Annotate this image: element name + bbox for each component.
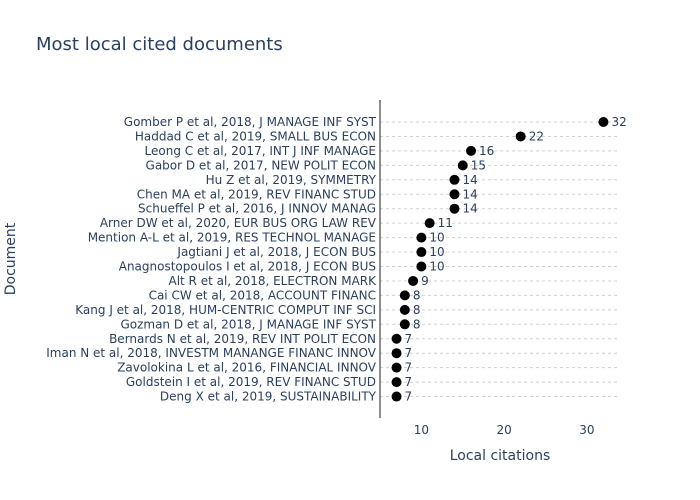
data-label: 14 (462, 173, 477, 187)
category-label: Deng X et al, 2019, SUSTAINABILITY (160, 390, 377, 404)
category-label: Iman N et al, 2018, INVESTM MANANGE FINA… (46, 346, 377, 360)
x-tick-label: 10 (414, 423, 429, 437)
category-label: Chen MA et al, 2019, REV FINANC STUD (137, 187, 376, 201)
data-label: 10 (429, 231, 444, 245)
data-point (457, 160, 468, 171)
data-label: 7 (405, 346, 413, 360)
chart-title: Most local cited documents (36, 34, 283, 55)
data-label: 9 (421, 274, 429, 288)
data-label: 7 (405, 332, 413, 346)
data-point (391, 377, 402, 388)
data-label: 22 (529, 129, 544, 143)
y-axis-title: Document (3, 222, 19, 295)
data-point (466, 145, 477, 156)
data-point (515, 131, 526, 142)
data-label: 10 (429, 245, 444, 259)
data-point (391, 348, 402, 359)
data-point (416, 261, 427, 272)
data-label: 7 (405, 390, 413, 404)
category-label: Gomber P et al, 2018, J MANAGE INF SYST (124, 115, 377, 129)
data-label: 8 (413, 303, 421, 317)
category-label: Gabor D et al, 2017, NEW POLIT ECON (146, 158, 376, 172)
x-axis-title: Local citations (450, 448, 551, 464)
data-point (399, 290, 410, 301)
data-label: 7 (405, 361, 413, 375)
data-label: 11 (438, 216, 453, 230)
x-tick-labels: 10 20 30 (414, 423, 595, 437)
data-point (391, 333, 402, 344)
category-label: Gozman D et al, 2018, J MANAGE INF SYST (120, 317, 376, 331)
data-point (424, 218, 435, 229)
data-label: 32 (611, 115, 626, 129)
data-point (449, 189, 460, 200)
data-label: 8 (413, 317, 421, 331)
data-label: 14 (462, 187, 477, 201)
data-point (408, 275, 419, 286)
data-point (391, 391, 402, 402)
category-label: Goldstein I et al, 2019, REV FINANC STUD (126, 375, 376, 389)
data-label: 14 (462, 202, 477, 216)
data-point (416, 232, 427, 243)
category-label: Haddad C et al, 2019, SMALL BUS ECON (135, 129, 376, 143)
category-label: Schueffel P et al, 2016, J INNOV MANAG (138, 202, 376, 216)
x-tick-label: 30 (579, 423, 594, 437)
category-label: Hu Z et al, 2019, SYMMETRY (206, 173, 377, 187)
category-label: Bernards N et al, 2019, REV INT POLIT EC… (109, 332, 376, 346)
x-tick-label: 20 (496, 423, 511, 437)
data-label: 16 (479, 144, 494, 158)
category-label: Kang J et al, 2018, HUM-CENTRIC COMPUT I… (75, 303, 376, 317)
data-point (449, 174, 460, 185)
data-point (598, 117, 609, 127)
data-point (399, 319, 410, 330)
category-label: Jagtiani J et al, 2018, J ECON BUS (176, 245, 376, 259)
data-point (399, 304, 410, 315)
category-label: Mention A-L et al, 2019, RES TECHNOL MAN… (88, 231, 376, 245)
data-point (416, 247, 427, 258)
category-label: Alt R et al, 2018, ELECTRON MARK (168, 274, 377, 288)
data-label: 10 (429, 260, 444, 274)
category-label: Arner DW et al, 2020, EUR BUS ORG LAW RE… (100, 216, 377, 230)
data-label: 8 (413, 288, 421, 302)
grid-lines (380, 121, 620, 398)
category-label: Cai CW et al, 2018, ACCOUNT FINANC (149, 288, 376, 302)
category-label: Leong C et al, 2017, INT J INF MANAGE (145, 144, 376, 158)
data-point (449, 203, 460, 214)
category-label: Zavolokina L et al, 2016, FINANCIAL INNO… (117, 361, 377, 375)
data-label: 15 (471, 158, 486, 172)
data-point (391, 362, 402, 373)
data-label: 7 (405, 375, 413, 389)
category-labels: Gomber P et al, 2018, J MANAGE INF SYSTH… (46, 115, 377, 404)
category-label: Anagnostopoulos I et al, 2018, J ECON BU… (119, 260, 376, 274)
